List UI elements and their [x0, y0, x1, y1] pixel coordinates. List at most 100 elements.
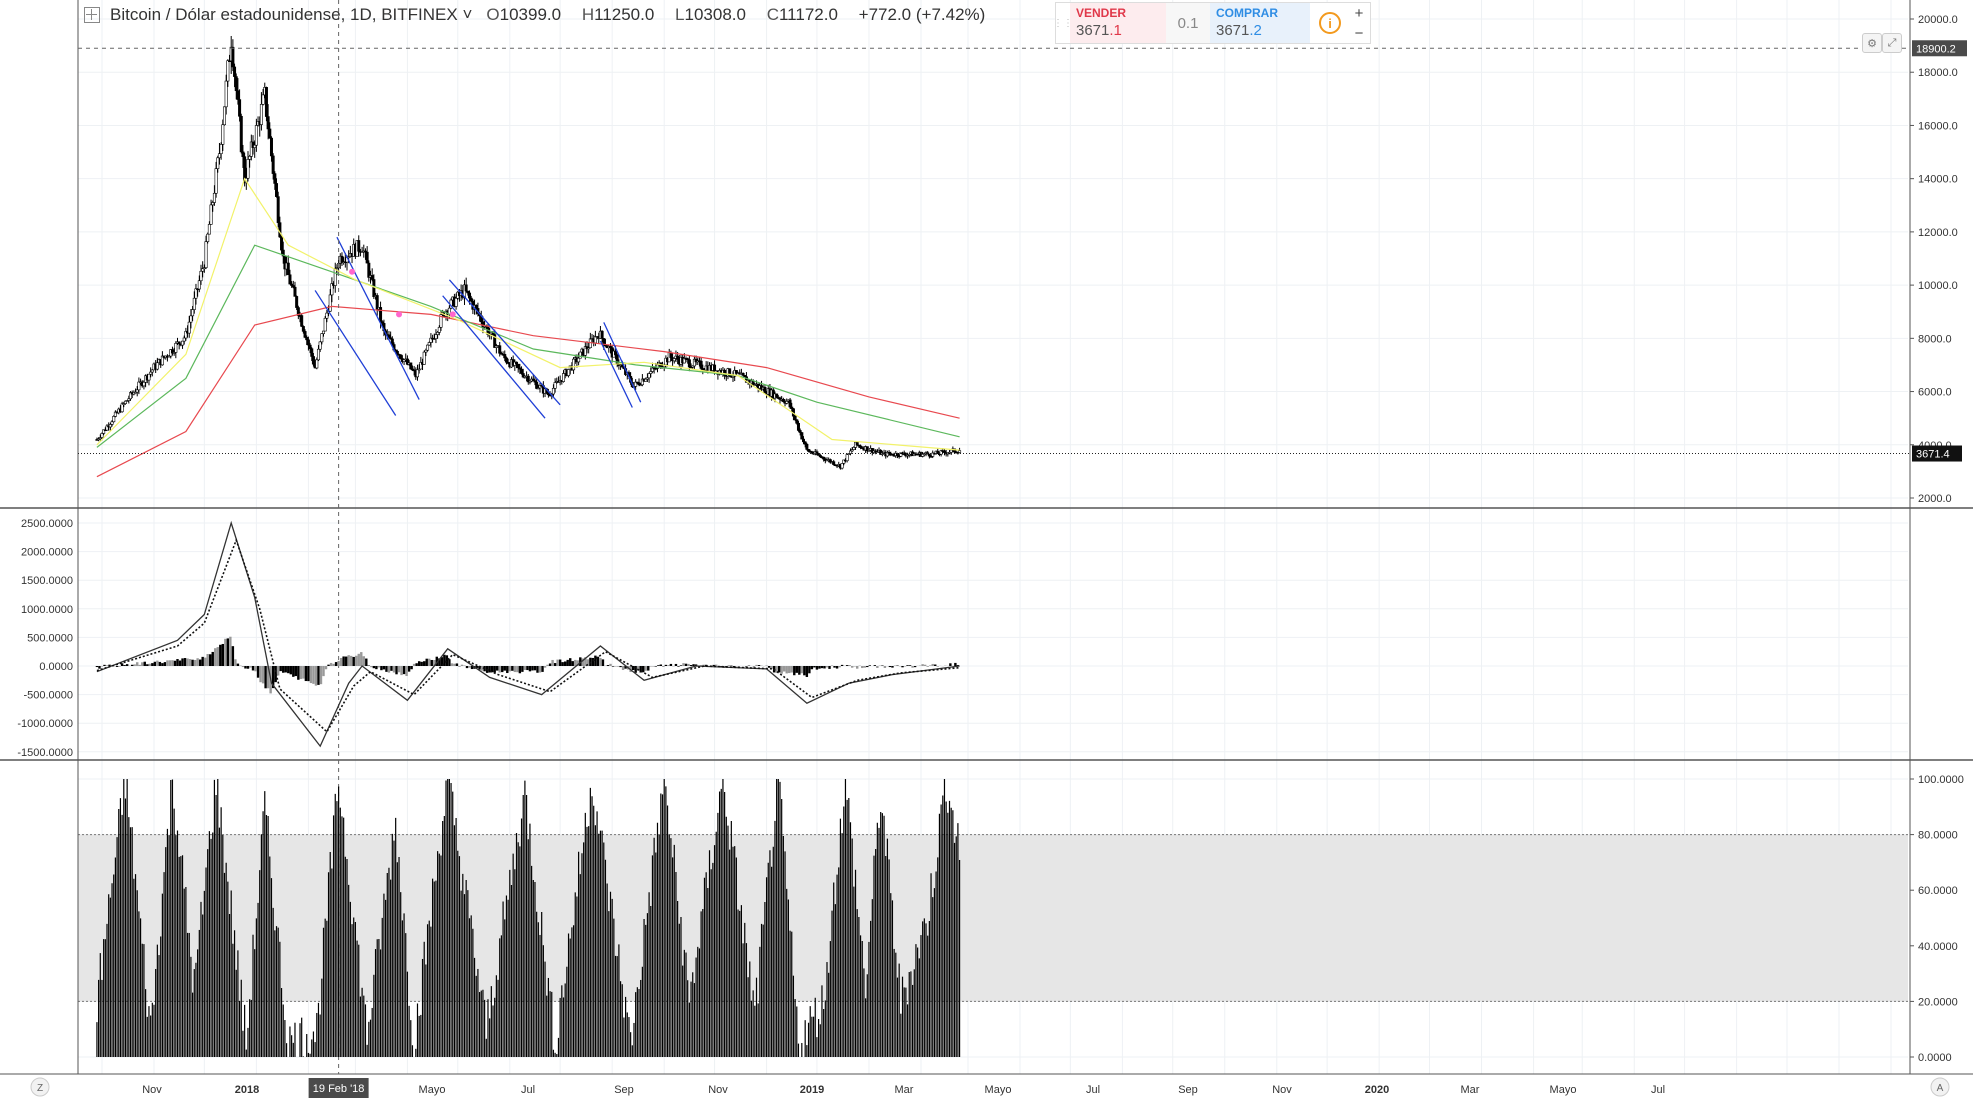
sell-button[interactable]: VENDER 3671.1 [1070, 3, 1166, 43]
macd-bar [246, 666, 250, 669]
buy-button[interactable]: COMPRAR 3671.2 [1210, 3, 1310, 43]
time-tick-label: Nov [142, 1084, 162, 1096]
info-button[interactable]: i [1310, 3, 1350, 43]
stochastic-tick-label: 60.0000 [1918, 885, 1958, 897]
candle-body [301, 326, 305, 332]
macd-bar [347, 655, 350, 666]
time-tick-label: Jul [521, 1084, 535, 1096]
price-tick-label: 18000.0 [1918, 67, 1958, 79]
candle-body [318, 341, 322, 350]
trend-line [442, 295, 546, 419]
candle-body [102, 429, 106, 434]
macd-bar [508, 666, 511, 672]
macd-bar [229, 636, 232, 666]
candle-body [211, 202, 215, 206]
candle-body [322, 330, 326, 334]
macd-bar [231, 646, 235, 666]
macd-bar [438, 658, 441, 666]
macd-bar [584, 657, 587, 666]
candle-body [535, 381, 539, 389]
candle-body [281, 249, 285, 257]
trend-line [314, 290, 397, 416]
quantity-field[interactable]: 0.1 [1166, 3, 1210, 43]
macd-bar [480, 666, 484, 671]
macd-bar [211, 651, 214, 666]
macd-bar [402, 666, 406, 675]
fullscreen-icon[interactable]: ⤢ [1882, 33, 1902, 53]
minus-button[interactable]: − [1354, 24, 1364, 42]
settings-icon[interactable]: ⚙ [1862, 33, 1882, 53]
time-tick-label: 2020 [1365, 1084, 1389, 1096]
macd-bar [501, 666, 504, 673]
candle-body [271, 155, 275, 174]
macd-bar [619, 666, 622, 668]
candle-body [699, 360, 703, 369]
quantity-stepper: + − [1350, 3, 1368, 43]
candle-body [562, 373, 566, 382]
macd-bar [173, 660, 177, 666]
macd-bar [908, 665, 912, 666]
price-axis: 20000.0 18000.0 16000.0 14000.0 12000.0 10000… [1910, 14, 1958, 505]
time-zone-button[interactable] [30, 1077, 50, 1097]
macd-bar [594, 655, 597, 666]
candle-body [805, 443, 809, 450]
macd-tick-label: 2500.0000 [21, 518, 73, 530]
macd-bar [344, 656, 348, 666]
auto-scale-button[interactable] [1930, 1077, 1950, 1097]
macd-bar [176, 659, 179, 666]
macd-bar [815, 666, 819, 670]
buy-label: COMPRAR [1216, 6, 1278, 20]
candle-body [399, 354, 403, 359]
macd-bar [385, 666, 388, 672]
macd-bar [845, 665, 849, 666]
candle-body [796, 422, 800, 431]
macd-bar [191, 659, 194, 666]
macd-bar [130, 664, 134, 666]
macd-bar [949, 663, 952, 666]
time-tick-label: Mar [895, 1084, 914, 1096]
macd-bar [314, 666, 318, 686]
macd-bar [611, 666, 615, 667]
macd-bar [412, 663, 416, 666]
candle-body [409, 362, 413, 370]
candle-body [150, 369, 154, 373]
macd-bar [352, 656, 355, 666]
macd-bar [322, 666, 325, 677]
expand-icon[interactable] [84, 7, 100, 23]
candle-body [108, 424, 112, 428]
macd-bar [186, 658, 189, 666]
candle-body [238, 99, 242, 117]
macd-bar [380, 666, 383, 671]
macd-bar [548, 663, 552, 666]
symbol-title[interactable]: Bitcoin / Dólar estadounidense, 1D, BITF… [110, 5, 473, 24]
macd-bar [307, 666, 310, 682]
candle-body [357, 240, 361, 252]
candle-body [189, 315, 193, 323]
candle-body [516, 363, 520, 369]
macd-bar [727, 665, 731, 666]
macd-bar [566, 659, 569, 666]
macd-bar [659, 664, 663, 666]
macd-bar [682, 663, 685, 666]
macd-bar [151, 663, 154, 666]
macd-bar [201, 656, 204, 666]
drag-handle-icon[interactable]: ⋮⋮ [1053, 17, 1073, 29]
candle-body [266, 116, 270, 130]
macd-bar [435, 656, 438, 666]
macd-bar [888, 666, 892, 668]
macd-bar [553, 663, 557, 666]
macd-bar [407, 666, 411, 672]
macd-bar [138, 664, 141, 666]
candle-body [949, 449, 953, 453]
info-icon: i [1319, 12, 1341, 34]
macd-bar [528, 666, 532, 672]
macd-bar [103, 664, 106, 666]
macd-bar [317, 666, 320, 685]
plus-button[interactable]: + [1354, 4, 1364, 22]
macd-bar [183, 658, 187, 666]
price-tick-label: 2000.0 [1918, 493, 1952, 505]
auto-scale-button-label: A [1937, 1083, 1944, 1094]
macd-bar [294, 666, 298, 677]
macd-bar [259, 666, 262, 683]
